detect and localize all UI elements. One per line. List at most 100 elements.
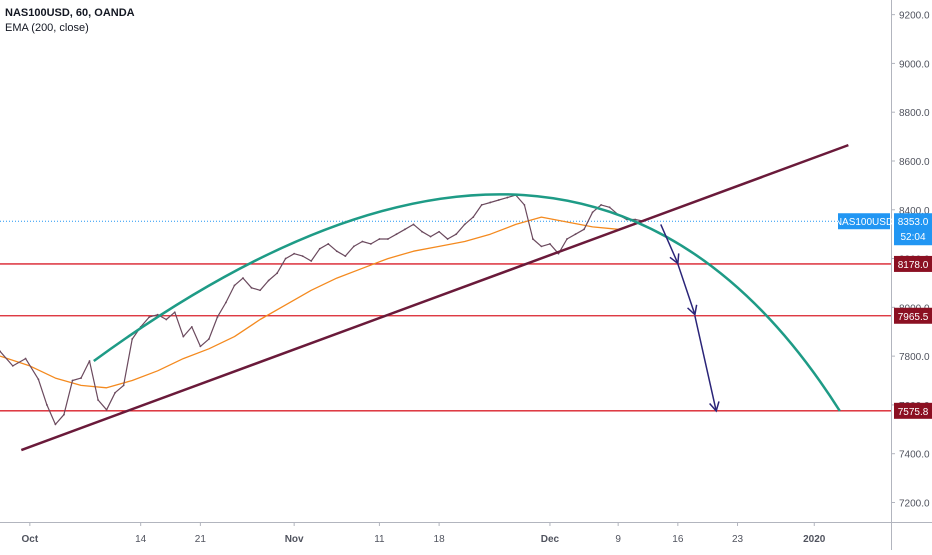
price-point — [531, 238, 534, 240]
price-point — [267, 279, 270, 282]
y-tick-label: 9200.0 — [899, 11, 930, 22]
price-point — [480, 203, 483, 206]
price-point — [54, 423, 57, 426]
price-point — [293, 252, 296, 255]
price-point — [429, 235, 432, 238]
price-point — [566, 238, 568, 240]
price-point — [404, 228, 406, 231]
price-point — [63, 413, 65, 416]
price-point — [259, 289, 261, 292]
last-price-tag — [894, 213, 932, 246]
price-line-group — [0, 194, 645, 426]
trendline — [20, 143, 849, 452]
projection-arrow — [694, 315, 717, 412]
price-point — [335, 250, 338, 253]
symbol-tag — [838, 213, 890, 230]
price-point — [506, 196, 509, 199]
price-point — [583, 228, 585, 231]
price-point — [148, 316, 151, 319]
price-point — [165, 318, 168, 321]
y-tick-label: 7400.0 — [899, 450, 930, 461]
price-point — [225, 301, 227, 304]
symbol-tag-label: NAS100USD — [835, 217, 893, 228]
price-point — [421, 230, 423, 233]
level-price-tag — [894, 307, 932, 324]
price-point — [233, 284, 236, 287]
y-tick-label: 7200.0 — [899, 498, 930, 509]
price-point — [523, 203, 526, 206]
x-tick-label: 14 — [135, 534, 147, 545]
x-tick-label: 18 — [434, 534, 446, 545]
price-point — [608, 206, 611, 209]
arc-curve — [93, 193, 841, 412]
price-point — [455, 233, 458, 236]
x-tick-label: 21 — [195, 534, 207, 545]
price-point — [549, 243, 551, 245]
price-point — [369, 243, 372, 245]
price-point — [540, 245, 543, 248]
price-point — [37, 378, 40, 381]
y-tick-label: 8800.0 — [899, 108, 930, 119]
price-point — [88, 360, 91, 362]
x-tick-label: Dec — [541, 534, 560, 545]
price-point — [24, 357, 27, 360]
price-axis-panel — [891, 0, 932, 550]
price-point — [122, 384, 125, 387]
price-point — [395, 233, 398, 236]
price-point — [438, 230, 441, 233]
price-line — [0, 194, 644, 425]
price-point — [173, 311, 176, 314]
price-point — [574, 233, 577, 236]
y-tick-label: 7800.0 — [899, 352, 930, 363]
x-tick-label: 9 — [615, 534, 621, 545]
price-point — [318, 247, 321, 250]
price-point — [207, 338, 210, 340]
price-point — [199, 345, 202, 348]
y-tick-label: 8400.0 — [899, 206, 930, 217]
projection-arrow — [660, 224, 679, 264]
price-point — [276, 272, 279, 275]
price-point — [0, 350, 1, 353]
level-price-label: 7965.5 — [898, 312, 929, 323]
price-point — [114, 391, 117, 394]
ema-line-group — [0, 216, 636, 389]
indicator-label[interactable]: EMA (200, close) — [5, 22, 89, 34]
x-tick-label: 23 — [732, 534, 744, 545]
price-point — [310, 260, 313, 262]
price-point — [352, 245, 355, 248]
price-point — [250, 286, 253, 289]
price-point — [45, 404, 48, 406]
price-point — [284, 257, 287, 260]
price-point — [591, 211, 594, 214]
price-point — [463, 223, 466, 226]
price-point — [97, 399, 99, 401]
chart-legend: NAS100USD, 60, OANDA EMA (200, close) — [5, 6, 135, 36]
price-point — [80, 377, 82, 379]
price-point — [71, 379, 74, 382]
x-tick-label: 16 — [672, 534, 684, 545]
price-point — [489, 201, 492, 204]
level-price-label: 8178.0 — [898, 260, 929, 271]
price-point — [446, 238, 449, 240]
price-point — [472, 216, 475, 218]
price-point — [301, 255, 304, 258]
price-point — [327, 243, 330, 245]
x-tick-label: Nov — [285, 534, 304, 545]
price-point — [600, 203, 603, 206]
last-price-label: 8353.0 — [898, 217, 929, 228]
level-price-tag — [894, 255, 932, 272]
level-price-tag — [894, 402, 932, 419]
price-point — [634, 218, 637, 221]
y-tick-label: 9000.0 — [899, 59, 930, 70]
symbol-title[interactable]: NAS100USD, 60, OANDA — [5, 7, 135, 19]
projection-arrow-head — [669, 253, 680, 265]
price-point — [497, 199, 500, 201]
price-point — [11, 364, 14, 367]
drawings — [20, 143, 849, 452]
price-point — [378, 238, 381, 240]
ema-200-line — [0, 216, 636, 389]
price-point — [412, 223, 415, 226]
